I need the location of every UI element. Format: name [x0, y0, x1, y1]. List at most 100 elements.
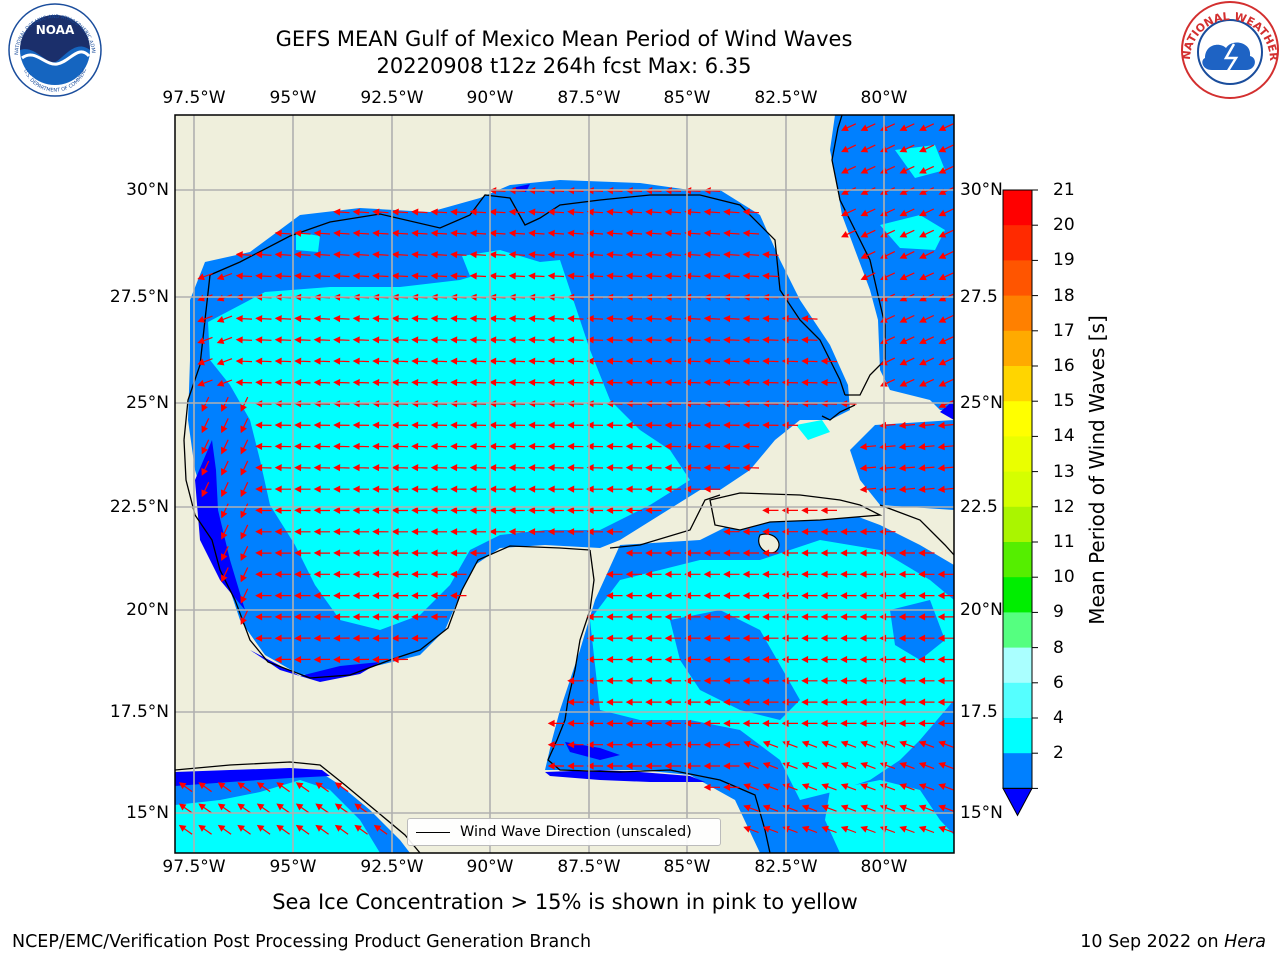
wind-arrow: [645, 506, 662, 515]
wind-arrow: [240, 545, 249, 561]
wind-arrow: [411, 336, 428, 344]
wind-arrow: [430, 357, 448, 365]
wind-arrow: [391, 528, 409, 536]
wind-arrow: [240, 460, 249, 476]
wind-arrow: [391, 464, 409, 472]
wind-arrow: [684, 251, 701, 259]
wind-arrow: [352, 315, 370, 323]
wind-arrow: [586, 719, 603, 727]
wind-arrow: [450, 485, 467, 493]
wind-arrow: [333, 357, 350, 365]
wind-arrow: [220, 439, 229, 455]
wind-arrow: [742, 251, 760, 259]
wind-arrow: [742, 336, 760, 344]
wind-arrow: [430, 613, 447, 621]
wind-arrow: [937, 443, 954, 451]
wind-arrow: [820, 698, 837, 706]
wind-arrow: [411, 528, 428, 536]
wind-arrow: [586, 762, 603, 770]
colorbar-under-extension: [1002, 787, 1033, 817]
wind-arrow: [742, 570, 759, 578]
wind-arrow: [315, 824, 329, 835]
lat-tick-left: 25°N: [126, 393, 169, 413]
wind-arrow: [547, 528, 565, 536]
wind-arrow: [684, 315, 701, 323]
wind-arrow: [372, 528, 389, 536]
wind-arrow: [352, 336, 370, 344]
wind-arrow: [294, 549, 311, 557]
wind-arrow: [274, 549, 292, 557]
wind-arrow: [450, 336, 467, 344]
wind-arrow: [255, 570, 272, 578]
wind-arrow: [742, 208, 760, 216]
wind-arrow: [255, 442, 272, 450]
wind-arrow: [197, 336, 213, 345]
wind-arrow: [859, 443, 877, 451]
wind-arrow: [762, 825, 779, 834]
wind-arrow: [937, 570, 954, 578]
wind-arrow: [859, 698, 876, 706]
wind-arrow: [820, 378, 838, 387]
wind-arrow: [352, 357, 370, 365]
wind-arrow: [801, 613, 818, 621]
wind-arrow: [742, 655, 759, 664]
wind-arrow: [294, 229, 311, 237]
wind-arrow: [240, 503, 249, 519]
wind-arrow: [333, 549, 350, 557]
wind-arrow: [528, 251, 545, 259]
wind-arrow: [801, 634, 818, 642]
wind-arrow: [255, 421, 272, 429]
colorbar-segment: [1003, 260, 1032, 296]
atlantic-east-of-florida: [830, 115, 954, 510]
wind-arrow: [391, 442, 409, 450]
wind-arrow: [860, 165, 876, 174]
wind-arrow: [684, 613, 701, 621]
wind-arrow: [723, 464, 740, 472]
wind-arrow: [567, 442, 584, 450]
wind-arrow: [742, 378, 760, 387]
lon-tick-top: 82.5°W: [754, 88, 818, 108]
wind-arrow: [606, 421, 623, 429]
wind-arrow: [645, 741, 662, 749]
wind-arrow: [469, 357, 487, 365]
wind-arrow: [684, 655, 701, 664]
wind-arrow: [918, 783, 935, 791]
wind-arrow: [762, 528, 779, 536]
wind-arrow: [274, 570, 291, 578]
map-subtitle: 20220908 t12z 264h fcst Max: 6.35: [376, 54, 752, 78]
wind-arrow: [820, 528, 837, 536]
wind-arrow: [411, 357, 428, 365]
wind-arrow: [334, 803, 349, 814]
wind-arrow: [256, 824, 271, 835]
wind-arrow: [372, 272, 389, 280]
wind-arrow: [898, 655, 915, 664]
wind-arrow: [255, 506, 272, 515]
wind-arrow: [313, 464, 331, 472]
wind-arrow: [469, 378, 487, 387]
colorbar-label: 9: [1053, 602, 1064, 622]
wind-arrow: [684, 229, 701, 237]
wind-arrow: [411, 378, 428, 387]
wind-arrow: [489, 229, 506, 237]
wind-arrow: [625, 677, 642, 685]
wind-arrow: [489, 506, 506, 515]
noaa-logo: NOAA NATIONAL OCEANIC AND ATMOSPHERIC AD…: [0, 0, 102, 97]
wind-arrow: [664, 336, 682, 344]
wind-arrow: [919, 123, 935, 132]
lon-tick-top: 92.5°W: [360, 88, 424, 108]
wind-arrow: [723, 229, 740, 237]
lon-tick-top: 95°W: [269, 88, 317, 108]
wind-arrow: [567, 464, 584, 472]
wind-arrow: [489, 208, 506, 216]
wind-arrow: [898, 677, 915, 685]
wind-arrow: [899, 357, 915, 366]
wind-arrow: [237, 782, 251, 793]
svg-text:NATIONAL WEATHER SERVICE: NATIONAL WEATHER SERVICE: [0, 0, 1280, 62]
wind-arrow: [919, 229, 935, 238]
lat-tick-right: 15°N: [960, 803, 1003, 823]
wind-arrow: [859, 464, 877, 472]
wind-arrow: [723, 783, 740, 791]
wind-arrow: [217, 803, 232, 814]
wind-arrow: [918, 698, 935, 706]
wind-arrow: [372, 378, 389, 387]
